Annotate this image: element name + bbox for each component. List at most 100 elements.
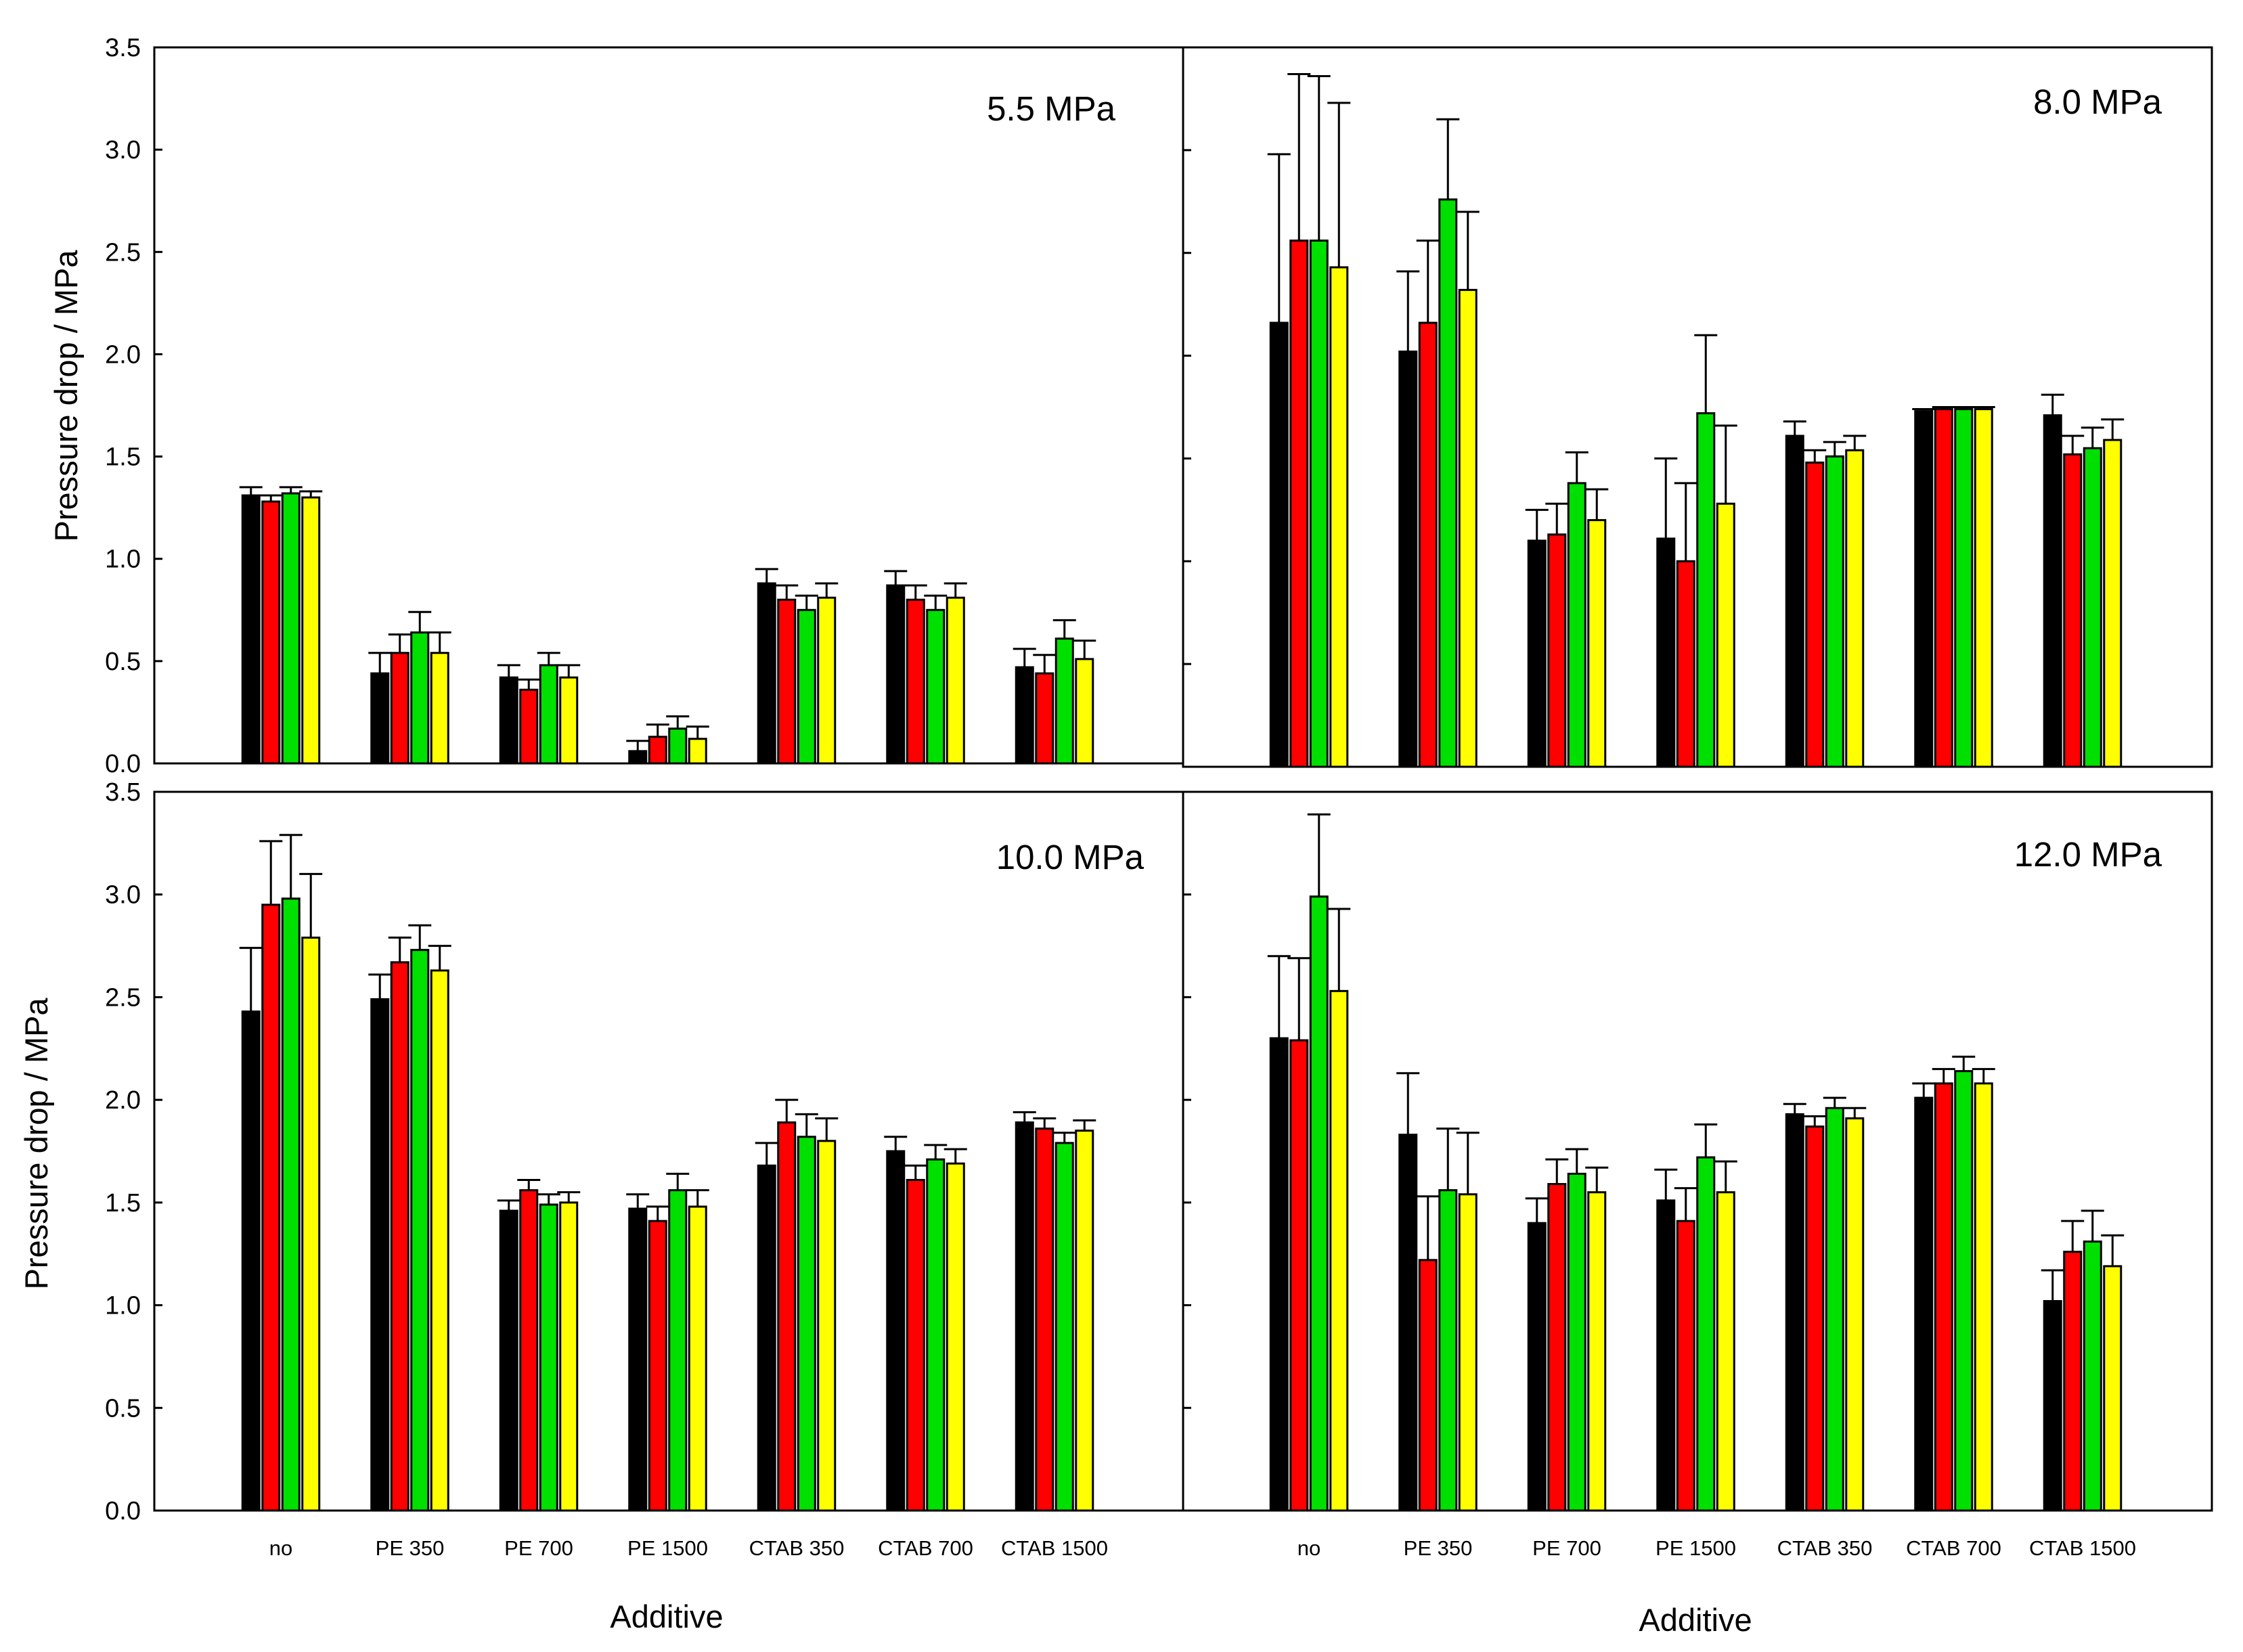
panel-title: 8.0 MPa [2033, 83, 2162, 121]
bar [281, 492, 301, 765]
category-label: CTAB 350 [749, 1536, 845, 1560]
bar [2043, 414, 2062, 768]
panel-3: 0.0 0.5 1.0 1.5 2.0 2.5 3.0 3.5 no PE 350 PE 700 PE… [105, 778, 1184, 1560]
bar [1438, 1189, 1458, 1512]
bar [410, 949, 430, 1512]
bar [906, 1178, 925, 1512]
bar [1845, 449, 1865, 768]
category-label: PE 1500 [627, 1536, 708, 1560]
bar [559, 676, 579, 765]
bar [1716, 502, 1735, 768]
bar [1289, 239, 1309, 768]
bar [519, 1189, 539, 1512]
panel-1: 0.0 0.5 1.0 1.5 2.0 2.5 3.0 3.5 5.5 MPa [105, 34, 1184, 778]
bar [1547, 533, 1567, 768]
bar [519, 688, 539, 765]
bar [946, 1162, 965, 1512]
y-tick-label: 1.5 [105, 1189, 141, 1218]
y-tick-label: 3.5 [105, 34, 141, 62]
bar [1825, 455, 1844, 768]
bar [1845, 1117, 1865, 1512]
bar [1054, 1142, 1074, 1512]
bar [648, 1220, 667, 1512]
bar [628, 750, 648, 765]
bar [886, 584, 906, 765]
category-label: CTAB 700 [1906, 1536, 2001, 1560]
category-label: CTAB 1500 [1001, 1536, 1108, 1560]
x-axis-title-left: Additive [610, 1599, 723, 1634]
bar [668, 728, 688, 765]
bar [1458, 1193, 1478, 1512]
y-tick-label: 3.0 [105, 136, 141, 164]
bar [926, 608, 946, 765]
bar [1035, 672, 1054, 765]
bar [688, 1205, 707, 1512]
bar [1567, 1172, 1586, 1512]
bar [390, 652, 409, 765]
bar [1696, 412, 1716, 768]
y-tick-label: 3.5 [105, 778, 141, 807]
bar [2063, 1251, 2083, 1512]
bar [241, 494, 261, 765]
y-tick-label: 2.5 [105, 238, 141, 267]
bar [1676, 560, 1695, 768]
bar [628, 1207, 648, 1512]
bar [2063, 453, 2083, 768]
bar [1974, 408, 1993, 768]
bar [1934, 1082, 1953, 1512]
bar [499, 1209, 518, 1512]
category-label: PE 1500 [1656, 1536, 1736, 1560]
bar [370, 672, 390, 765]
bar [817, 1140, 837, 1512]
y-tick-label: 0.0 [105, 750, 141, 778]
bar [1954, 1070, 1974, 1512]
bar [926, 1158, 946, 1512]
x-axis-title-right: Additive [1639, 1602, 1752, 1638]
bar [1527, 1222, 1547, 1512]
category-label: no [269, 1536, 292, 1560]
bar [1805, 1125, 1825, 1512]
bar [430, 969, 449, 1512]
bar [1527, 539, 1547, 768]
bar [797, 608, 816, 765]
y-tick-label: 1.5 [105, 443, 141, 472]
category-label: PE 700 [504, 1536, 573, 1560]
bar [499, 676, 518, 765]
bar [301, 936, 321, 1512]
bar [430, 652, 449, 765]
bar [1075, 1130, 1094, 1512]
bar [1398, 1134, 1418, 1512]
bar [1309, 895, 1329, 1512]
y-tick-label: 1.0 [105, 1292, 141, 1320]
bar [1015, 1121, 1034, 1512]
bar [559, 1201, 579, 1512]
bar [1418, 1259, 1438, 1512]
category-label: CTAB 350 [1777, 1536, 1873, 1560]
category-label: PE 700 [1532, 1536, 1601, 1560]
bar [668, 1189, 688, 1512]
y-tick-label: 0.5 [105, 1394, 141, 1423]
bar [757, 1164, 776, 1512]
bar [817, 596, 837, 765]
bar [906, 598, 925, 765]
bar [1785, 1113, 1804, 1512]
chart-panels: 0.0 0.5 1.0 1.5 2.0 2.5 3.0 3.5 5.5 MPa 8.0 MPa 0.… [105, 34, 2213, 1560]
bar [946, 596, 965, 765]
category-label: CTAB 1500 [2029, 1536, 2136, 1560]
bar [1587, 1191, 1607, 1512]
bar [648, 736, 667, 765]
bar [1054, 638, 1074, 765]
bar [539, 1203, 558, 1512]
bar [1329, 266, 1349, 768]
y-axis-title-bottom: Pressure drop / MPa [18, 998, 54, 1290]
bar [1458, 288, 1478, 768]
bar [261, 903, 281, 1512]
panel-title: 5.5 MPa [987, 89, 1116, 128]
category-label: CTAB 700 [878, 1536, 973, 1560]
bar [886, 1150, 906, 1512]
bar [2103, 1265, 2123, 1512]
bar [539, 664, 558, 765]
bar [757, 582, 776, 765]
bar [1656, 537, 1676, 768]
